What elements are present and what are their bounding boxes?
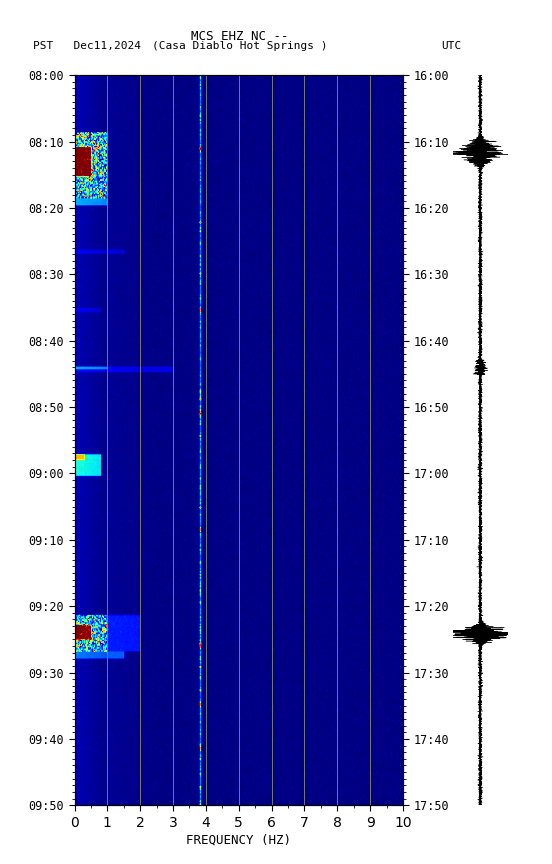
Text: PST   Dec11,2024: PST Dec11,2024 [33,41,141,52]
X-axis label: FREQUENCY (HZ): FREQUENCY (HZ) [186,834,291,847]
Text: MCS EHZ NC --: MCS EHZ NC -- [192,30,289,43]
Text: (Casa Diablo Hot Springs ): (Casa Diablo Hot Springs ) [152,41,328,52]
Text: UTC: UTC [442,41,462,52]
